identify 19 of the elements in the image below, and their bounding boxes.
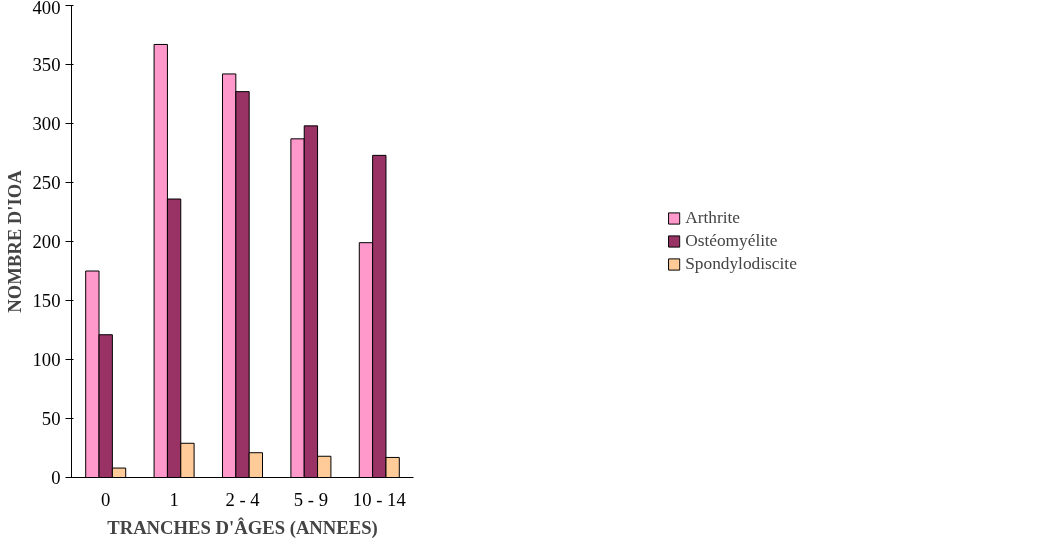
y-tick-label: 100 (32, 349, 61, 370)
x-tick-label: 0 (101, 488, 111, 510)
x-tick-label: 1 (169, 488, 179, 510)
legend-label: Ostéomyélite (685, 231, 778, 251)
legend-label: Arthrite (685, 208, 741, 228)
y-tick-label: 0 (51, 467, 61, 488)
legend-label: Spondylodiscite (685, 254, 797, 274)
y-tick-label: 300 (32, 113, 61, 134)
y-tick-label: 250 (32, 172, 61, 193)
x-tick-label: 10 - 14 (352, 488, 407, 510)
x-axis-title: TRANCHES D'ÂGES (ANNEES) (107, 516, 378, 539)
y-tick-label: 400 (32, 0, 61, 18)
x-tick-label: 5 - 9 (293, 488, 328, 510)
y-axis-title: NOMBRE D'IOA (3, 169, 25, 313)
x-tick-label: 2 - 4 (225, 488, 261, 510)
y-tick-label: 350 (32, 54, 61, 75)
y-tick-label: 50 (41, 408, 61, 429)
y-tick-label: 200 (32, 231, 61, 252)
y-tick-label: 150 (32, 290, 61, 311)
